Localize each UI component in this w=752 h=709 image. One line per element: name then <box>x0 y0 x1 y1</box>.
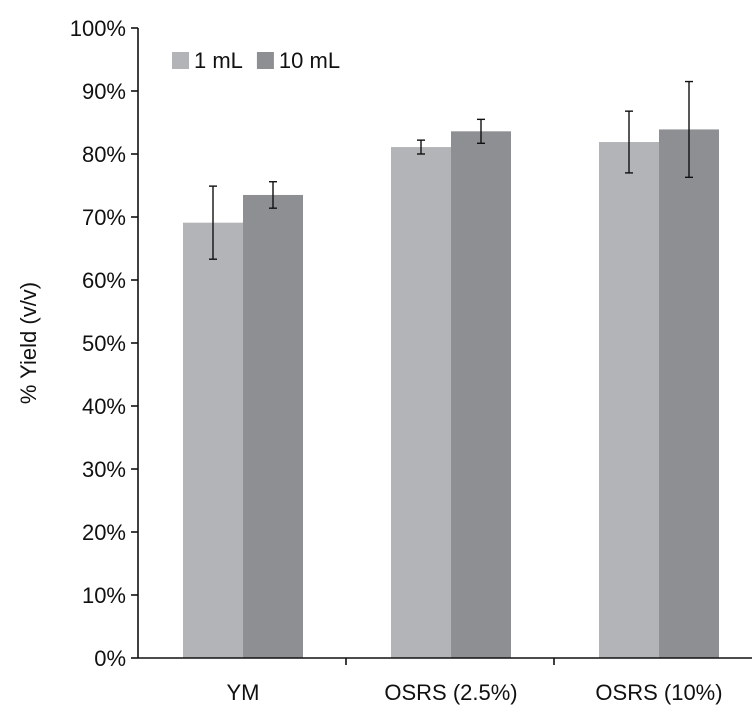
y-tick-label: 80% <box>82 142 126 167</box>
y-tick-label: 60% <box>82 268 126 293</box>
y-tick-label: 10% <box>82 583 126 608</box>
y-axis-title: % Yield (v/v) <box>16 282 41 404</box>
bar <box>183 222 243 659</box>
y-tick-label: 0% <box>94 646 126 671</box>
y-tick-label: 70% <box>82 205 126 230</box>
x-tick-label: YM <box>227 680 260 705</box>
legend-swatch <box>256 52 274 69</box>
y-tick-label: 50% <box>82 331 126 356</box>
x-ticks-layer: YM OSRS (2.5%) OSRS (10%) <box>227 658 723 705</box>
y-tick-label: 40% <box>82 394 126 419</box>
bar <box>659 129 719 658</box>
legend: 1 mL 10 mL <box>172 48 340 73</box>
y-tick-label: 30% <box>82 457 126 482</box>
bar <box>391 147 451 658</box>
legend-label: 1 mL <box>194 48 243 73</box>
x-tick-label: OSRS (2.5%) <box>384 680 517 705</box>
error-bars-layer <box>209 80 693 260</box>
y-ticks-layer: 0% 10% 20% 30% 40% 50% 60% 70% 80% 90% 100% <box>70 16 138 671</box>
x-tick-label: OSRS (10%) <box>595 680 722 705</box>
bar <box>451 131 511 658</box>
y-tick-label: 100% <box>70 16 126 41</box>
legend-label: 10 mL <box>279 48 340 73</box>
bar <box>599 142 659 658</box>
legend-swatch <box>172 52 189 69</box>
bar <box>243 194 303 658</box>
y-tick-label: 20% <box>82 520 126 545</box>
bars-layer <box>183 129 719 659</box>
y-tick-label: 90% <box>82 79 126 104</box>
